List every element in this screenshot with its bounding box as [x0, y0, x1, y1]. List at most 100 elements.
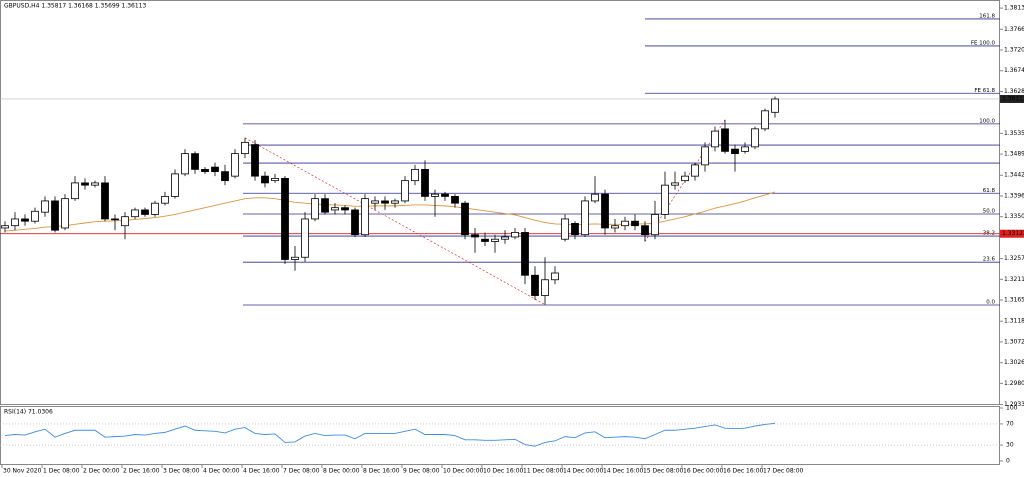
y-tick-label: 1.32570 [1004, 255, 1024, 262]
candle-body [31, 210, 39, 222]
y-tick-label: 1.33960 [1004, 192, 1024, 199]
candle-body [401, 180, 409, 202]
x-tick-label: 2 Dec 00:00 [83, 468, 120, 475]
y-tick-label: 1.31180 [1004, 318, 1024, 325]
level-label: 0.0 [986, 299, 995, 305]
candle-body [651, 214, 659, 236]
candle-body [711, 130, 719, 148]
candle-body [251, 144, 259, 177]
x-tick-label: 7 Dec 08:00 [283, 468, 320, 475]
y-tick-label: 1.37660 [1004, 26, 1024, 33]
candle-body [231, 153, 239, 177]
candle-body [11, 218, 19, 227]
candle-body [481, 238, 489, 242]
candle-body [531, 274, 539, 296]
y-tick-label: 1.36740 [1004, 67, 1024, 74]
rsi-tick-label: 30 [1006, 442, 1014, 449]
candle-body [221, 171, 229, 182]
candle-body [601, 193, 609, 229]
candle-body [721, 128, 729, 152]
y-tick-label: 1.36280 [1004, 88, 1024, 95]
candle-body [111, 218, 119, 221]
candle-body [61, 198, 69, 229]
x-tick-label: 1 Dec 08:00 [43, 468, 80, 475]
candle-body [271, 177, 279, 182]
x-tick-label: 16 Dec 16:00 [723, 468, 764, 475]
candle-body [331, 207, 339, 211]
rsi-line [4, 422, 776, 447]
x-tick-label: 9 Dec 08:00 [403, 468, 440, 475]
candle-body [451, 196, 459, 204]
x-tick-label: 17 Dec 08:00 [763, 468, 804, 475]
marked-price-box [1000, 229, 1024, 238]
candle-body [741, 146, 749, 152]
candle-body [701, 146, 709, 166]
candle-body [551, 272, 559, 281]
x-tick-label: 30 Nov 2020 [3, 468, 42, 475]
candle-body [281, 177, 289, 260]
candle-body [351, 209, 359, 236]
level-label: 50.0 [983, 208, 996, 214]
candle-body [161, 196, 169, 204]
x-tick-label: 2 Dec 16:00 [123, 468, 160, 475]
current-price-label: 1.36113 [1002, 95, 1024, 102]
y-tick-label: 1.38130 [1004, 5, 1024, 12]
rsi-tick-label: 70 [1006, 420, 1014, 427]
level-label: 161.8 [979, 13, 995, 19]
candle-body [661, 184, 669, 215]
x-tick-label: 14 Dec 00:00 [563, 468, 604, 475]
y-tick-label: 1.31650 [1004, 297, 1024, 304]
candle-body [131, 209, 139, 218]
candle-body [91, 182, 99, 186]
candle-body [631, 220, 639, 227]
x-tick-label: 4 Dec 00:00 [203, 468, 240, 475]
x-tick-label: 15 Dec 08:00 [643, 468, 684, 475]
candle-body [511, 232, 519, 238]
y-tick-label: 1.37200 [1004, 47, 1024, 54]
x-tick-label: 10 Dec 16:00 [483, 468, 524, 475]
candle-body [681, 175, 689, 182]
x-tick-label: 8 Dec 00:00 [323, 468, 360, 475]
y-tick-label: 1.34420 [1004, 172, 1024, 179]
rsi-pane [0, 406, 1000, 465]
candle-body [81, 182, 89, 186]
candle-body [671, 182, 679, 186]
candle-body [561, 218, 569, 240]
candle-body [541, 279, 549, 296]
candle-body [201, 168, 209, 173]
candle-body [121, 216, 129, 227]
candle-body [611, 225, 619, 229]
candle-body [421, 168, 429, 197]
y-tick-label: 1.29330 [1004, 401, 1024, 408]
x-tick-label: 16 Dec 00:00 [683, 468, 724, 475]
level-label: FE 100.0 [971, 40, 996, 46]
candle-body [191, 153, 199, 170]
candle-body [441, 193, 449, 197]
x-tick-label: 4 Dec 16:00 [243, 468, 280, 475]
candle-body [181, 153, 189, 175]
level-label: 100.0 [979, 118, 995, 124]
candle-body [171, 173, 179, 197]
candle-body [341, 207, 349, 211]
candle-body [581, 200, 589, 236]
candle-body [431, 193, 439, 197]
candle-body [311, 198, 319, 220]
candle-body [411, 168, 419, 182]
candle-body [621, 220, 629, 227]
y-tick-label: 1.35350 [1004, 130, 1024, 137]
y-tick-label: 1.34890 [1004, 151, 1024, 158]
candle-body [1, 225, 9, 229]
ma-line [4, 191, 776, 232]
candle-body [151, 202, 159, 215]
candle-body [501, 236, 509, 240]
candle-body [321, 198, 329, 213]
candle-body [291, 256, 299, 260]
trend-line [244, 137, 546, 305]
candle-body [51, 200, 59, 231]
candle-body [41, 200, 49, 213]
candle-body [261, 175, 269, 184]
candle-body [301, 218, 309, 258]
y-tick-label: 1.30720 [1004, 338, 1024, 345]
candle-body [751, 128, 759, 148]
candle-body [361, 198, 369, 236]
